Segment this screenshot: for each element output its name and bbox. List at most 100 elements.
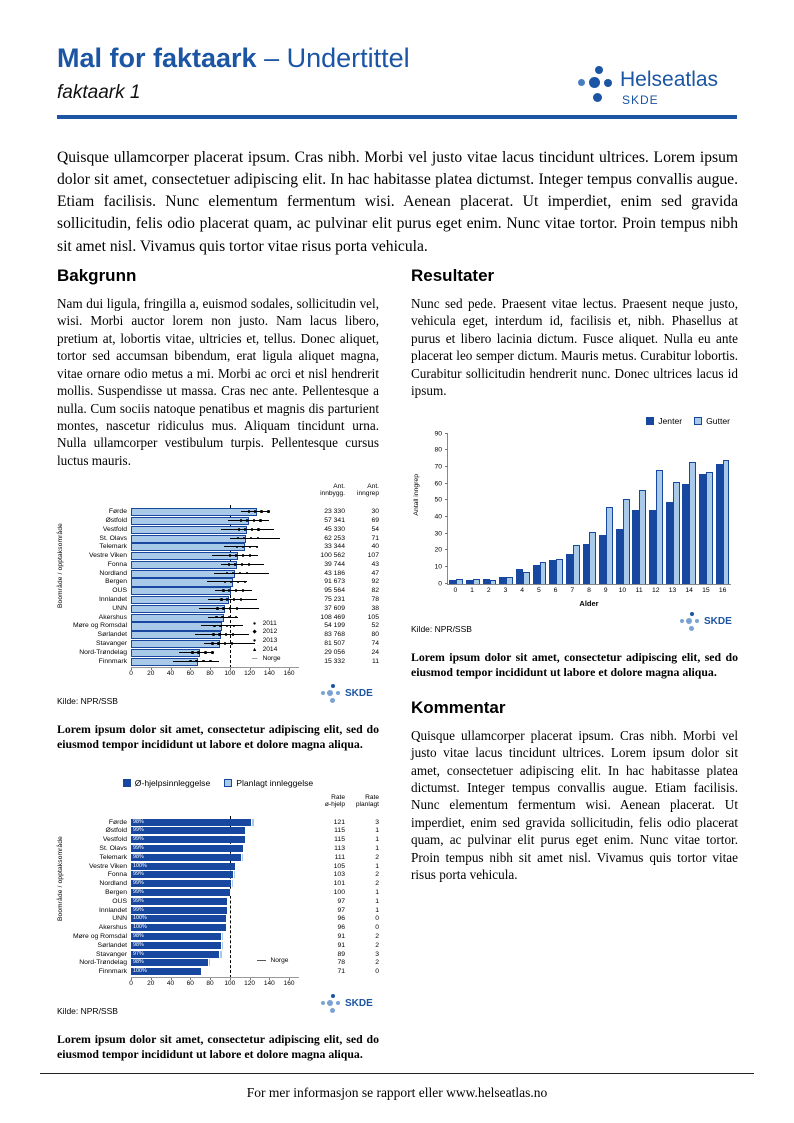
ohjelp-bar: 99%: [131, 836, 245, 844]
x-tick-label: 40: [166, 669, 175, 677]
year-marker: [238, 571, 242, 575]
row-track: [131, 516, 299, 526]
row-track: 100%: [131, 923, 299, 932]
x-tick-label: 120: [244, 669, 256, 677]
value-inngrep: 11: [371, 657, 379, 665]
year-marker: [212, 633, 215, 637]
chart-footer: Kilde: NPR/SSB SKDE: [411, 611, 738, 634]
chart-row: Stavanger 97% 89 3: [57, 950, 379, 959]
row-track: [131, 613, 299, 622]
header-rule: [57, 115, 737, 119]
row-label: Finnmark: [98, 657, 127, 665]
legend-entry: ▲ 2014: [250, 646, 281, 655]
legend-entry: Ø-hjelpsinnleggelse: [122, 778, 210, 788]
x-tick-mark: [269, 978, 271, 981]
row-label: Nord-Trøndelag: [79, 959, 127, 967]
column-left: Bakgrunn Nam dui ligula, fringilla a, eu…: [57, 266, 379, 1062]
value-rate-ohjelp: 101: [333, 880, 345, 888]
legend-label: 2012: [262, 628, 278, 636]
value-innbygg: 57 341: [324, 516, 345, 524]
year-marker: [225, 624, 229, 628]
row-label: Østfold: [105, 827, 127, 835]
rate-bar: [131, 552, 238, 561]
footer-text: For mer informasjon se rapport eller www…: [246, 1085, 548, 1100]
chart-row: Bergen 99% 100 1: [57, 888, 379, 897]
x-tick-label: 15: [702, 586, 710, 594]
chart-columns-header: Rate ø-hjelp Rate planlagt: [57, 794, 379, 816]
bar-group: [698, 471, 715, 584]
chart-row: Fonna 39 744 43: [57, 560, 379, 570]
y-tick-mark: [445, 532, 448, 534]
page-title-main: Mal for faktaark: [57, 43, 257, 73]
year-marker: [252, 519, 256, 522]
bar-jenter: [482, 578, 490, 584]
ohjelp-bar: 100%: [131, 968, 202, 976]
x-tick-label: 120: [244, 980, 256, 988]
year-marker: [227, 615, 231, 619]
chart-legend: Jenter Gutter: [411, 416, 738, 426]
row-label: Møre og Romsdal: [72, 933, 127, 940]
legend-label: Norge: [262, 654, 281, 662]
year-marker: [221, 589, 225, 593]
row-label: Nordland: [99, 569, 127, 577]
year-marker: [236, 580, 240, 584]
year-marker: [235, 545, 239, 549]
row-label: Vestfold: [102, 836, 127, 844]
row-track: [131, 604, 299, 614]
year-marker: [223, 642, 227, 645]
x-tick-label: 5: [536, 586, 541, 594]
value-rate-planlagt: 2: [375, 941, 379, 949]
row-track: [131, 560, 299, 570]
chart-row: Østfold 57 341 69: [57, 516, 379, 526]
year-range-line: [195, 634, 249, 636]
planlagt-bar: [230, 880, 233, 888]
x-tick-label: 0: [129, 669, 133, 677]
bar-gutter: [539, 561, 547, 584]
chart-row: Møre og Romsdal 54 199 52: [57, 622, 379, 631]
legend-label: Jenter: [658, 415, 683, 426]
row-track: [131, 586, 299, 596]
x-tick-label: 3: [503, 586, 508, 594]
chart-row: Nord-Trøndelag 98% 78 2: [57, 959, 379, 968]
x-tick-label: 16: [718, 586, 727, 594]
ohjelp-bar: 98%: [131, 853, 241, 861]
bar-jenter: [615, 528, 623, 584]
y-tick-mark: [445, 499, 448, 501]
x-tick-label: 160: [283, 669, 295, 677]
value-rate-planlagt: 1: [375, 906, 379, 914]
value-rate-ohjelp: 97: [337, 906, 345, 914]
legend-entry: Jenter: [646, 416, 682, 426]
row-track: 98%: [131, 853, 299, 862]
norge-legend: Norge: [257, 957, 288, 964]
rate-bar: [131, 596, 229, 605]
row-label: Sørlandet: [97, 631, 127, 639]
year-marker: [231, 633, 235, 637]
x-tick-label: 0: [129, 980, 133, 988]
bar-gutter: [722, 460, 730, 584]
x-axis: 0 20 40 60 80 100 120 140 160: [129, 666, 299, 680]
rate-bar: [131, 569, 235, 578]
x-axis-title: Alder: [579, 598, 599, 608]
doc-label: faktaark 1: [57, 81, 141, 103]
row-track: [131, 595, 299, 605]
chart-row: Vestfold 45 330 54: [57, 525, 379, 534]
chart-row: UNN 37 609 38: [57, 604, 379, 614]
chart-row: OUS 95 564 82: [57, 586, 379, 596]
ohjelp-bar: 100%: [131, 915, 226, 923]
row-label: St. Olavs: [99, 845, 127, 853]
x-tick-mark: [131, 667, 132, 670]
y-tick-label: 10: [434, 563, 442, 571]
y-tick-label: 80: [434, 446, 442, 454]
chart-row: Nord-Trøndelag 29 056 24: [57, 648, 379, 658]
value-inngrep: 71: [371, 534, 379, 542]
row-label: Stavanger: [96, 640, 127, 648]
year-marker: [234, 615, 238, 619]
value-rate-ohjelp: 91: [337, 933, 345, 940]
year-marker: [253, 510, 257, 513]
y-tick-label: 20: [434, 546, 442, 554]
section-heading-resultater: Resultater: [411, 266, 495, 285]
bar-group: [598, 506, 615, 584]
value-inngrep: 107: [367, 552, 379, 560]
x-tick-label: 2: [486, 586, 491, 594]
row-track: [131, 639, 299, 649]
